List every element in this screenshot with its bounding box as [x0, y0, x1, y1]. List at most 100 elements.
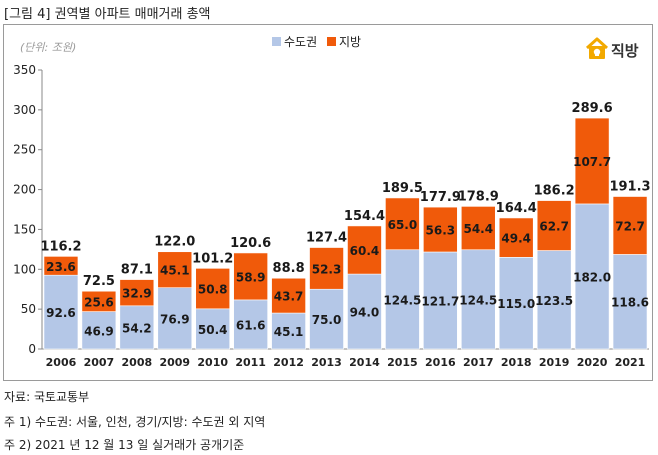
y-tick-label: 350: [13, 63, 36, 77]
bar-capital-area: [233, 299, 268, 350]
total-label: 289.6: [572, 101, 613, 116]
total-label: 191.3: [609, 180, 650, 195]
value-label-regional: 60.4: [350, 244, 380, 258]
y-tick-label: 0: [28, 342, 36, 356]
x-tick-label: 2021: [615, 356, 646, 369]
value-label-capital-area: 115.0: [497, 297, 535, 311]
value-label-regional: 65.0: [388, 218, 418, 232]
total-label: 87.1: [121, 263, 153, 278]
bar-regional: [233, 252, 268, 301]
value-label-capital-area: 92.6: [46, 306, 76, 320]
value-label-regional: 43.7: [274, 290, 304, 304]
x-tick-label: 2011: [235, 356, 266, 369]
y-tick-label: 50: [21, 302, 36, 316]
value-label-regional: 54.4: [463, 222, 493, 236]
value-label-capital-area: 123.5: [535, 294, 573, 308]
bar-capital-area: [119, 305, 155, 350]
bar-capital-area: [460, 249, 496, 350]
value-label-regional: 58.9: [236, 270, 266, 284]
total-label: 122.0: [154, 235, 195, 250]
total-label: 177.9: [420, 190, 461, 205]
bar-regional: [271, 277, 306, 314]
total-label: 127.4: [306, 230, 347, 245]
bar-regional: [612, 196, 648, 255]
bar-regional: [43, 256, 79, 276]
x-tick-label: 2018: [501, 356, 532, 369]
value-label-regional: 52.3: [312, 262, 342, 276]
footnote-2: 주 2) 2021 년 12 월 13 일 실거래가 공개기준: [4, 438, 245, 452]
bar-regional: [347, 225, 382, 275]
stacked-bar-chart: 0 50 100 150 200 250 300 350 2006 2007 2008 2009 201…: [13, 35, 651, 369]
y-tick-label: 250: [13, 143, 36, 157]
x-tick-label: 2010: [197, 356, 228, 369]
bar-capital-area: [536, 250, 572, 350]
value-label-capital-area: 124.5: [459, 293, 497, 307]
x-tick-label: 2019: [539, 356, 570, 369]
legend-label-capital-area: 수도권: [284, 35, 317, 49]
value-label-capital-area: 45.1: [274, 325, 304, 339]
bar-capital-area: [498, 257, 534, 350]
x-tick-label: 2006: [46, 356, 77, 369]
bar-capital-area: [385, 249, 420, 350]
legend-swatch-capital-area: [272, 37, 281, 46]
x-tick-label: 2013: [311, 356, 342, 369]
bars: [43, 117, 648, 350]
bar-regional: [157, 251, 193, 288]
total-label: 88.8: [273, 261, 305, 276]
bar-regional: [385, 197, 420, 251]
x-tick-label: 2020: [577, 356, 608, 369]
data-labels: 92.6 23.6 116.2 46.9 25.6 72.5 54.2 32.9 87.1 76.…: [40, 101, 650, 339]
chart-frame: 0 50 100 150 200 250 300 350 2006 2007 2008 2009 201…: [3, 24, 653, 381]
x-tick-label: 2007: [84, 356, 115, 369]
value-label-capital-area: 75.0: [312, 313, 342, 327]
total-label: 72.5: [83, 274, 115, 289]
bar-regional: [309, 247, 344, 290]
bar-capital-area: [309, 288, 344, 350]
bar-capital-area: [43, 274, 79, 350]
value-label-capital-area: 54.2: [122, 321, 152, 335]
total-label: 178.9: [458, 189, 499, 204]
footnote-1: 주 1) 수도권: 서울, 인천, 경기/지방: 수도권 외 지역: [4, 415, 266, 429]
value-label-capital-area: 124.5: [383, 293, 421, 307]
value-label-capital-area: 50.4: [198, 323, 228, 337]
value-label-capital-area: 76.9: [160, 312, 190, 326]
value-label-regional: 25.6: [84, 295, 114, 309]
value-label-regional: 62.7: [539, 220, 569, 234]
x-tick-label: 2014: [349, 356, 380, 369]
total-label: 101.2: [192, 251, 233, 266]
value-label-capital-area: 182.0: [573, 270, 611, 284]
legend-swatch-regional: [327, 37, 336, 46]
brand-logo: 직방: [585, 37, 639, 60]
bar-capital-area: [271, 312, 306, 350]
bar-regional: [536, 200, 572, 251]
x-tick-label: 2017: [463, 356, 494, 369]
total-label: 154.4: [344, 209, 385, 224]
total-label: 120.6: [230, 236, 271, 251]
value-label-regional: 45.1: [160, 264, 190, 278]
y-axis: 0 50 100 150 200 250 300 350 2006 2007 2008 2009 201…: [13, 63, 649, 369]
bar-regional: [119, 279, 155, 307]
value-label-regional: 50.8: [198, 283, 228, 297]
y-tick-label: 300: [13, 103, 36, 117]
bar-capital-area: [195, 308, 231, 350]
source-note: 자료: 국토교통부: [4, 390, 90, 404]
value-label-capital-area: 94.0: [350, 306, 380, 320]
bar-capital-area: [574, 203, 610, 350]
x-tick-label: 2008: [122, 356, 153, 369]
bar-capital-area: [81, 311, 117, 350]
legend: 수도권 지방: [272, 35, 361, 49]
total-label: 116.2: [40, 239, 81, 254]
y-tick-label: 200: [13, 183, 36, 197]
value-label-regional: 32.9: [122, 287, 152, 301]
x-tick-label: 2015: [387, 356, 418, 369]
total-label: 189.5: [382, 181, 423, 196]
value-label-regional: 107.7: [573, 155, 611, 169]
bar-regional: [498, 217, 534, 258]
bar-capital-area: [612, 254, 648, 350]
x-tick-label: 2016: [425, 356, 456, 369]
x-tick-label: 2009: [159, 356, 190, 369]
house-icon: [585, 37, 609, 59]
value-label-capital-area: 121.7: [421, 294, 459, 308]
total-label: 186.2: [534, 184, 575, 199]
unit-label: (단위: 조원): [20, 41, 76, 54]
